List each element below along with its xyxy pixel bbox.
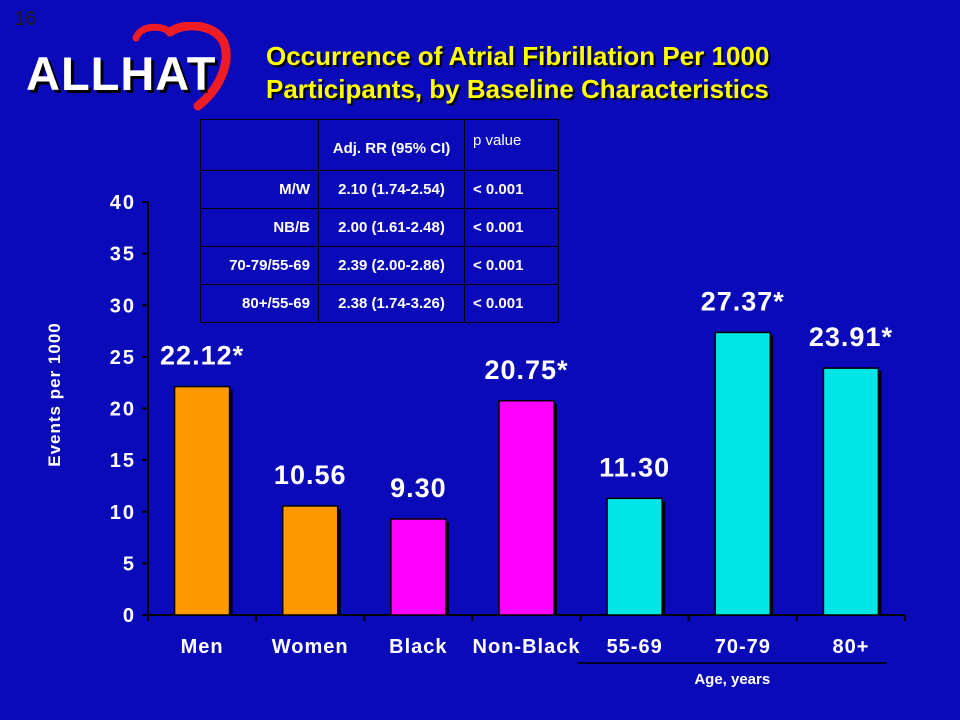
y-tick-label: 15 — [110, 450, 136, 472]
bar — [822, 367, 880, 616]
y-tick-label: 40 — [110, 192, 136, 214]
x-tick-label: 70-79 — [715, 636, 771, 658]
slide-number: 16 — [14, 8, 37, 30]
y-axis-title: Events per 1000 — [45, 322, 64, 466]
stats-cell: 2.38 (1.74-3.26) — [318, 284, 465, 323]
stats-header-cell: p value — [464, 119, 559, 171]
x-tick-label: 55-69 — [607, 636, 663, 658]
bar-value-label: 11.30 — [599, 452, 670, 482]
stats-row: 70-79/55-69 2.39 (2.00-2.86) < 0.001 — [200, 246, 559, 285]
stats-cell: < 0.001 — [464, 246, 559, 285]
stats-cell: M/W — [200, 170, 319, 209]
x-tick-label: 80+ — [832, 636, 869, 658]
x-tick-label: Black — [389, 636, 447, 658]
age-group-label: Age, years — [694, 671, 770, 688]
title-line-2: Participants, by Baseline Characteristic… — [266, 74, 769, 104]
bar — [714, 331, 772, 616]
stats-header-cell: Adj. RR (95% CI) — [318, 119, 465, 171]
bar-value-label: 22.12* — [160, 341, 244, 371]
stats-cell: < 0.001 — [464, 170, 559, 209]
stats-cell: 70-79/55-69 — [200, 246, 319, 285]
stats-cell: 2.10 (1.74-2.54) — [318, 170, 465, 209]
bar-value-label: 27.37* — [701, 286, 785, 316]
x-tick-label: Non-Black — [473, 636, 581, 658]
title-line-1: Occurrence of Atrial Fibrillation Per 10… — [266, 41, 770, 71]
y-tick-label: 35 — [110, 244, 136, 266]
y-tick-label: 10 — [110, 502, 136, 524]
slide-title: Occurrence of Atrial Fibrillation Per 10… — [266, 40, 769, 106]
stats-cell: NB/B — [200, 208, 319, 247]
y-tick-label: 5 — [123, 553, 136, 575]
bar — [281, 505, 339, 616]
bar-value-label: 9.30 — [390, 473, 447, 503]
stats-table: Adj. RR (95% CI) p value M/W 2.10 (1.74-… — [200, 119, 559, 323]
y-tick-label: 25 — [110, 347, 136, 369]
bar — [498, 400, 555, 616]
stats-cell: 2.39 (2.00-2.86) — [318, 246, 465, 285]
x-tick-label: Men — [181, 636, 224, 658]
stats-cell: < 0.001 — [464, 284, 559, 323]
logo-text: ALLHAT — [26, 47, 217, 100]
stats-header-row: Adj. RR (95% CI) p value — [200, 119, 559, 171]
bar — [606, 497, 663, 616]
stats-row: NB/B 2.00 (1.61-2.48) < 0.001 — [200, 208, 559, 247]
stats-row: M/W 2.10 (1.74-2.54) < 0.001 — [200, 170, 559, 209]
bar — [390, 518, 447, 616]
stats-cell: 2.00 (1.61-2.48) — [318, 208, 465, 247]
heart-icon — [132, 22, 231, 111]
bar-value-label: 10.56 — [274, 460, 347, 490]
y-tick-label: 30 — [110, 295, 136, 317]
stats-header-cell — [200, 119, 319, 171]
bar-value-label: 20.75* — [484, 355, 568, 385]
y-tick-label: 20 — [110, 399, 136, 421]
bar — [173, 385, 231, 616]
stats-cell: 80+/55-69 — [200, 284, 319, 323]
bar-value-label: 23.91* — [809, 322, 893, 352]
stats-cell: < 0.001 — [464, 208, 559, 247]
y-tick-label: 0 — [123, 605, 136, 627]
stats-row: 80+/55-69 2.38 (1.74-3.26) < 0.001 — [200, 284, 559, 323]
x-tick-label: Women — [272, 636, 349, 658]
